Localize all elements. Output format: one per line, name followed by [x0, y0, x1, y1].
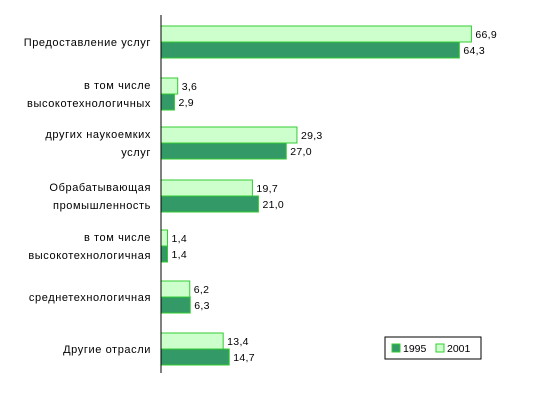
category-label-0-0: Предоставление услуг	[24, 37, 151, 49]
category-label-4-1: высокотехнологичная	[28, 250, 151, 262]
bar-1995-2	[160, 142, 287, 160]
value-label-1995-5: 6,3	[194, 300, 210, 312]
bar-2001-3	[160, 179, 253, 197]
value-label-1995-6: 14,7	[233, 352, 255, 364]
bar-1995-5	[160, 296, 191, 314]
bar-1995-0	[160, 41, 460, 59]
legend-label-2001: 2001	[447, 343, 471, 355]
category-label-2-1: услуг	[121, 147, 151, 159]
value-label-1995-0: 64,3	[463, 45, 485, 57]
value-label-1995-4: 1,4	[171, 249, 187, 261]
labels-layer: 66,9 64,3 Предоставление услуг 3,6 2,9 в том …	[24, 29, 497, 364]
value-label-2001-6: 13,4	[227, 336, 249, 348]
legend-swatch-1995	[391, 343, 401, 353]
bar-1995-1	[160, 93, 175, 111]
category-label-2-0: других наукоемких	[45, 129, 151, 141]
value-label-2001-1: 3,6	[182, 81, 198, 93]
bar-2001-2	[160, 126, 298, 144]
bar-2001-4	[160, 229, 168, 247]
value-label-2001-3: 19,7	[256, 183, 278, 195]
value-label-2001-4: 1,4	[171, 233, 187, 245]
value-label-1995-3: 21,0	[262, 199, 284, 211]
value-label-1995-1: 2,9	[178, 97, 194, 109]
bar-2001-5	[160, 280, 191, 298]
bar-2001-0	[160, 25, 472, 43]
bar-1995-3	[160, 195, 259, 213]
category-label-6-0: Другие отрасли	[63, 344, 151, 356]
bar-1995-4	[160, 245, 168, 263]
bars-layer	[160, 25, 472, 366]
value-label-2001-2: 29,3	[301, 130, 323, 142]
bar-2001-6	[160, 332, 224, 350]
bar-2001-1	[160, 77, 179, 95]
legend: 1995 2001	[384, 336, 482, 360]
legend-box	[384, 336, 482, 360]
category-label-3-1: промышленность	[53, 200, 151, 212]
bar-1995-6	[160, 348, 230, 366]
category-label-4-0: в том числе	[84, 232, 151, 244]
category-label-3-0: Обрабатывающая	[49, 182, 151, 194]
category-label-1-1: высокотехнологичных	[27, 98, 151, 110]
category-label-5-0: среднетехнологичная	[29, 292, 151, 304]
legend-label-1995: 1995	[403, 343, 427, 355]
category-label-1-0: в том числе	[84, 80, 151, 92]
value-label-2001-5: 6,2	[194, 284, 210, 296]
legend-swatch-2001	[435, 343, 445, 353]
value-label-2001-0: 66,9	[475, 29, 497, 41]
value-label-1995-2: 27,0	[290, 146, 312, 158]
